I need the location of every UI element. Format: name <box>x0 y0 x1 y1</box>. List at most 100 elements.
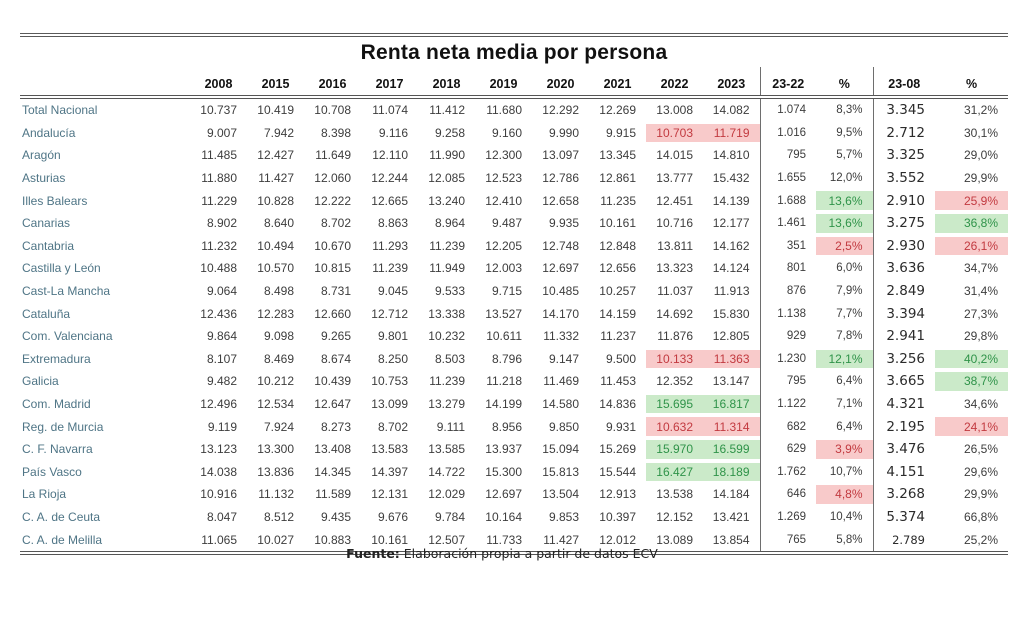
region-label: Aragón <box>22 148 61 163</box>
year-value: 10.753 <box>371 374 408 389</box>
page-title: Renta neta media por persona <box>360 41 668 64</box>
table-row: Cantabria 11.232 10.494 10.670 11.293 11.239 1… <box>20 234 1008 258</box>
region-label: La Rioja <box>22 487 67 502</box>
year-value: 12.003 <box>485 261 522 276</box>
year-value: 12.131 <box>371 487 408 502</box>
year-value: 12.060 <box>314 171 351 186</box>
diff-23-22-value: 1.122 <box>759 392 816 416</box>
year-value: 13.585 <box>428 442 465 457</box>
year-value: 12.352 <box>656 374 693 389</box>
year-value: 13.099 <box>371 397 408 412</box>
year-value: 10.494 <box>257 238 294 253</box>
pct-23-22-value: 2,5% <box>816 234 873 258</box>
year-value: 9.064 <box>206 284 237 299</box>
year-value: 9.801 <box>377 329 408 344</box>
year-value: 10.027 <box>257 532 294 547</box>
year-value: 13.147 <box>712 374 750 389</box>
year-value: 9.533 <box>434 284 465 299</box>
year-value: 11.412 <box>429 103 465 118</box>
year-value: 8.250 <box>377 351 408 366</box>
region-label: Com. Madrid <box>22 397 91 412</box>
pct-23-22-value: 12,0% <box>829 172 863 185</box>
diff-23-22-value: 1.461 <box>759 211 816 235</box>
year-value: 11.239 <box>429 374 465 389</box>
year-value: 12.085 <box>428 171 465 186</box>
source-label: Fuente: <box>346 546 400 561</box>
diff-23-22-value: 765 <box>759 528 816 553</box>
year-value: 14.184 <box>712 487 750 502</box>
year-value: 9.931 <box>605 419 636 434</box>
year-value: 12.647 <box>314 397 351 412</box>
year-value: 12.292 <box>542 103 579 118</box>
year-value: 10.703 <box>646 121 703 145</box>
column-header: 2016 <box>318 77 347 91</box>
year-value: 10.419 <box>257 103 294 118</box>
pct-23-22-value: 7,7% <box>836 307 863 320</box>
column-header: 23-08 <box>872 67 935 97</box>
year-value: 14.038 <box>200 464 237 479</box>
pct-23-08-value: 29,9% <box>963 487 998 502</box>
source-text: Elaboración propia a partir de datos ECV <box>399 546 658 561</box>
column-header: 23-22 <box>759 67 816 97</box>
diff-23-08-value: 2.910 <box>872 189 935 212</box>
year-value: 11.363 <box>703 347 760 371</box>
year-value: 8.902 <box>206 216 237 231</box>
table-row: C. A. de Melilla 11.065 10.027 10.883 10.161… <box>20 528 1008 553</box>
pct-23-08-value: 38,7% <box>935 370 1008 393</box>
diff-23-22-value: 876 <box>759 279 816 303</box>
pct-23-22-value: 10,7% <box>829 465 863 478</box>
year-value: 10.232 <box>428 329 465 344</box>
year-value: 15.544 <box>599 464 636 479</box>
year-value: 12.697 <box>542 261 579 276</box>
year-value: 11.293 <box>372 238 408 253</box>
year-value: 12.436 <box>200 306 237 321</box>
pct-23-08-value: 31,2% <box>963 103 998 118</box>
diff-23-08-value: 5.374 <box>872 505 935 529</box>
year-value: 8.956 <box>491 419 522 434</box>
column-header: 2018 <box>432 77 461 91</box>
year-value: 11.235 <box>600 193 636 208</box>
year-value: 12.177 <box>712 216 750 231</box>
year-value: 8.964 <box>434 216 465 231</box>
year-value: 11.913 <box>713 284 750 299</box>
year-value: 14.170 <box>542 306 579 321</box>
diff-23-08-value: 2.712 <box>872 121 935 145</box>
year-value: 13.937 <box>485 442 522 457</box>
region-label: Asturias <box>22 171 66 186</box>
year-value: 11.427 <box>543 532 579 547</box>
table-row: Cast-La Mancha 9.064 8.498 8.731 9.045 9.533 9… <box>20 279 1008 303</box>
region-label: Illes Balears <box>22 193 88 208</box>
region-label: Total Nacional <box>22 103 98 118</box>
year-value: 11.589 <box>315 487 351 502</box>
year-value: 12.451 <box>656 193 693 208</box>
year-value: 10.161 <box>371 532 408 547</box>
top-rule <box>20 33 1008 37</box>
year-value: 7.924 <box>263 419 294 434</box>
table-row: Com. Valenciana 9.864 9.098 9.265 9.801 10.23… <box>20 324 1008 348</box>
year-value: 13.854 <box>712 532 750 547</box>
pct-23-08-value: 29,8% <box>963 329 998 344</box>
year-value: 8.863 <box>377 216 408 231</box>
year-value: 11.719 <box>703 121 760 145</box>
year-value: 14.124 <box>712 261 750 276</box>
year-value: 13.811 <box>657 238 693 253</box>
year-value: 12.848 <box>599 238 636 253</box>
year-value: 9.676 <box>377 509 408 524</box>
header-row: 2008 2015 2016 2017 2018 2019 2020 2021 2022 2023… <box>20 67 1008 97</box>
year-value: 12.658 <box>542 193 579 208</box>
region-label: Galicia <box>22 374 59 389</box>
diff-23-22-value: 929 <box>759 324 816 348</box>
table-row: Cataluña 12.436 12.283 12.660 12.712 13.338 13… <box>20 302 1008 325</box>
year-value: 11.229 <box>201 193 237 208</box>
year-value: 11.232 <box>201 238 237 253</box>
pct-23-22-value: 6,4% <box>836 420 863 433</box>
table-row: Illes Balears 11.229 10.828 12.222 12.665 13.… <box>20 189 1008 212</box>
diff-23-22-value: 795 <box>759 144 816 167</box>
diff-23-22-value: 646 <box>759 483 816 506</box>
year-value: 12.269 <box>599 103 636 118</box>
table-row: Andalucía 9.007 7.942 8.398 9.116 9.258 9.160 9… <box>20 121 1008 145</box>
year-value: 16.817 <box>703 392 760 416</box>
year-value: 12.697 <box>485 487 522 502</box>
column-header: % <box>838 77 850 91</box>
year-value: 13.421 <box>712 509 750 524</box>
